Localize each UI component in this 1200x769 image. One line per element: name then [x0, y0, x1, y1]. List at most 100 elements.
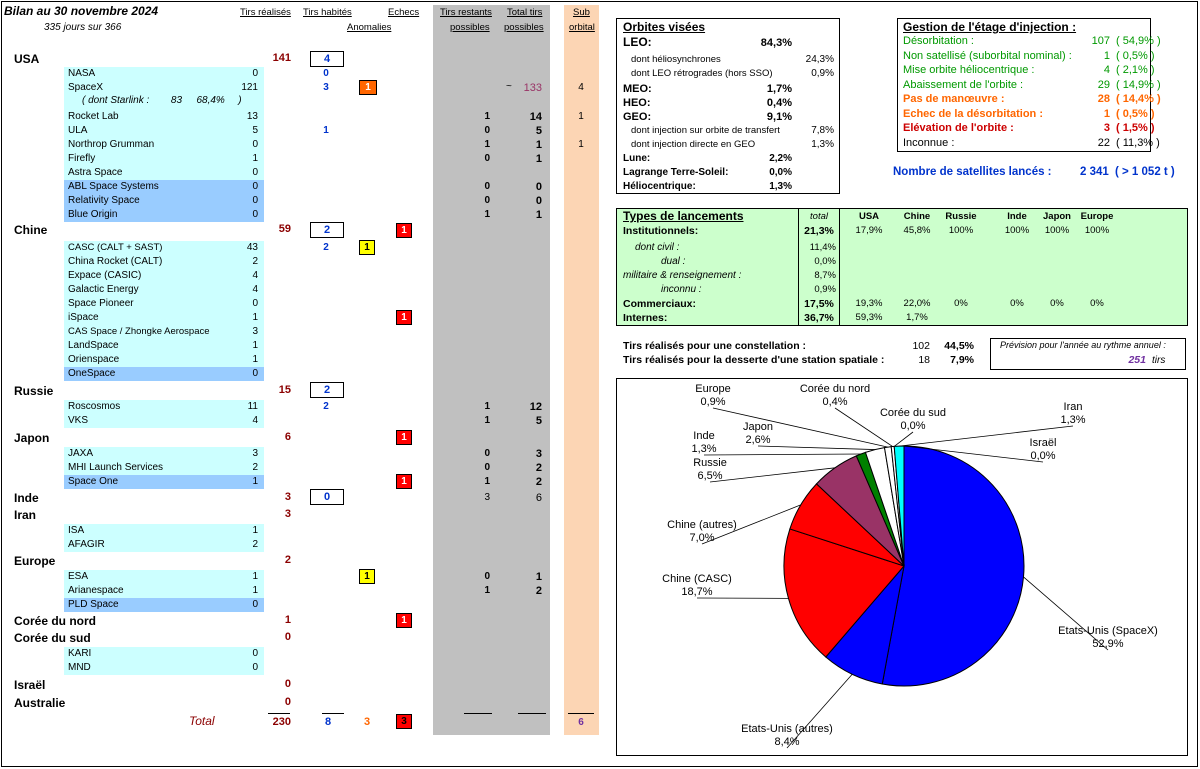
prevision-n: 251 [1128, 354, 1146, 366]
types-title: Types de lancements [623, 209, 744, 223]
orbites-title: Orbites visées [623, 20, 706, 34]
total-divider [568, 713, 594, 714]
op-mhi-restants: 0 [484, 462, 490, 473]
pie-label: Chine (autres) 7,0% [652, 519, 752, 545]
op-spaceone-n: 1 [252, 476, 258, 487]
types-total-col [798, 208, 840, 326]
operator-row [64, 283, 264, 297]
op-vks-restants: 1 [484, 415, 490, 426]
operator-row [64, 208, 264, 222]
constellation-n: 102 [912, 340, 930, 352]
orb-dgeo-v: 1,3% [811, 139, 834, 150]
types-col-header: Inde [1007, 211, 1027, 222]
types-col-header: USA [858, 211, 880, 222]
total-divider [268, 713, 290, 714]
op-roscosmos-hab: 2 [323, 401, 329, 412]
injection-label: Pas de manœuvre : [903, 93, 1005, 105]
operator-row [64, 152, 264, 166]
op-isa: ISA [68, 525, 85, 536]
operator-row [64, 570, 264, 584]
op-mhi-total: 2 [535, 462, 542, 474]
injection-label: Echec de la désorbitation : [903, 107, 1043, 120]
orb-gto-v: 7,8% [811, 125, 834, 136]
injection-count: 28 [1097, 93, 1110, 105]
pie-label-name: Corée du sud [879, 407, 947, 419]
op-isa-n: 1 [252, 525, 258, 536]
total-divider [464, 713, 492, 714]
pie-label-name: Europe [695, 383, 731, 395]
injection-label: Inconnue : [903, 136, 955, 149]
pie-label-name: Japon [743, 421, 773, 433]
op-abl-restants: 0 [484, 181, 490, 192]
operator-row [64, 661, 264, 675]
op-casc: CASC (CALT + SAST) [68, 242, 163, 253]
op-spacex-n: 121 [241, 82, 258, 93]
op-ula: ULA [68, 125, 88, 136]
operator-row [64, 538, 264, 552]
operator-row [64, 461, 264, 475]
op-firefly-total: 1 [535, 153, 542, 165]
op-abl: ABL Space Systems [68, 181, 159, 192]
pie-chart [696, 407, 1109, 749]
starlink-note: ( dont Starlink : 83 68,4% ) [82, 95, 242, 106]
injection-pct: ( 1,5% ) [1116, 122, 1155, 134]
orb-helioc: Héliocentrique: [623, 181, 696, 192]
pie-label-value: 0,4% [822, 396, 848, 408]
op-blueorigin: Blue Origin [68, 209, 118, 220]
op-ula-total: 5 [535, 125, 542, 137]
pie-leader-line [834, 407, 893, 447]
types-cell: 1,7% [906, 312, 928, 323]
pie-label-name: Chine (autres) [667, 519, 737, 531]
pie-label-name: Corée du nord [799, 383, 871, 395]
types-col-header: Chine [903, 211, 931, 222]
op-galactic: Galactic Energy [68, 284, 139, 295]
prevision-unit: tirs [1152, 355, 1166, 366]
op-blueorigin-n: 0 [252, 209, 258, 220]
types-col-header: Japon [1043, 211, 1071, 222]
total-sub: 6 [578, 717, 584, 728]
op-relativity-total: 0 [535, 195, 542, 207]
op-roscosmos-n: 11 [247, 401, 258, 412]
satellites-mass: ( > 1 052 t ) [1115, 166, 1175, 178]
pie-label-value: 1,3% [1060, 414, 1086, 426]
op-arianespace-total: 2 [535, 585, 542, 597]
spaceone-echec-badge: 1 [396, 474, 412, 489]
pie-leader-line [903, 445, 1044, 463]
types-dual-label: dual : [661, 256, 686, 267]
pie-label-value: 0,9% [700, 396, 726, 408]
injection-pct: ( 14,9% ) [1116, 78, 1161, 91]
operator-row [64, 138, 264, 152]
op-landspace-n: 1 [252, 340, 258, 351]
country-coree-sud: Corée du sud [14, 631, 91, 645]
pie-label-value: 18,7% [681, 586, 713, 598]
col-sub-1: Sub [573, 7, 590, 18]
orb-heo: HEO: [623, 97, 651, 109]
types-internes-label: Internes: [623, 312, 668, 324]
pie-label: Chine (CASC) 18,7% [647, 573, 747, 599]
orb-leo: LEO: [623, 35, 652, 49]
op-roscosmos: Roscosmos [68, 401, 121, 412]
types-mil-v: 8,7% [814, 270, 836, 281]
operator-row [64, 414, 264, 428]
types-cell: 19,3% [855, 298, 883, 309]
pie-label: Corée du nord 0,4% [785, 383, 885, 409]
country-chine: Chine [14, 223, 48, 237]
station-label: Tirs réalisés pour la desserte d'une sta… [623, 354, 885, 366]
casc-anomaly-badge: 1 [359, 240, 375, 255]
pie-label: Iran 1,3% [1023, 401, 1123, 427]
op-ispace: iSpace [68, 312, 99, 323]
types-cell: 0% [954, 298, 968, 309]
op-spacex: SpaceX [68, 82, 104, 93]
chine-habites: 2 [310, 222, 344, 238]
col-realises: Tirs réalisés [240, 7, 291, 18]
op-vks: VKS [68, 415, 89, 426]
pie-leader-line [701, 504, 801, 545]
op-casspace-n: 3 [252, 326, 258, 337]
col-habites: Tirs habités [303, 7, 352, 18]
country-iran: Iran [14, 508, 37, 522]
op-blueorigin-restants: 1 [484, 209, 490, 220]
types-cell: 36,7% [804, 312, 834, 324]
op-expace-n: 4 [252, 270, 258, 281]
op-jaxa-n: 3 [252, 448, 258, 459]
orb-meo: MEO: [623, 83, 652, 95]
